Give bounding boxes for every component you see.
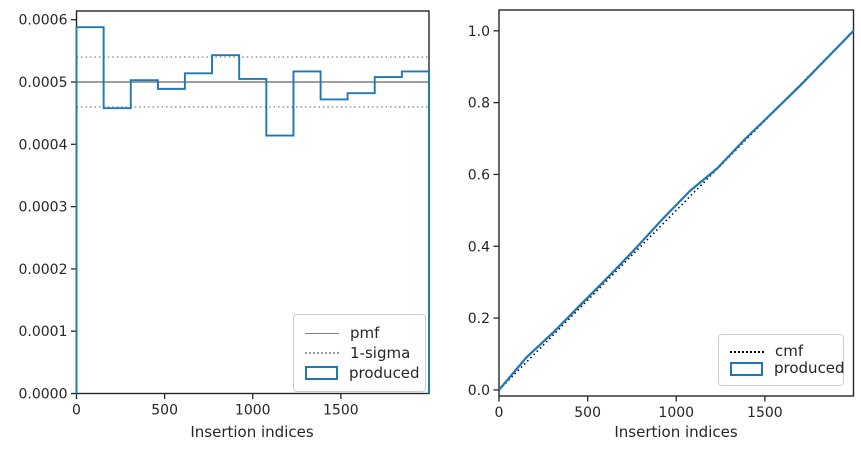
legend-item-produced: produced (305, 363, 420, 383)
cmf-line (498, 30, 855, 391)
legend-item-cmf: cmf (730, 343, 832, 360)
y-tick-label: 0.6 (468, 167, 490, 183)
right-x-axis-label: Insertion indices (614, 423, 738, 441)
right-legend: cmf produced (718, 334, 845, 386)
produced-line (498, 30, 855, 391)
x-tick-label: 1500 (747, 405, 783, 421)
y-tick-label: 0.0006 (19, 13, 68, 29)
legend-label: produced (774, 359, 845, 377)
x-tick-label: 0 (495, 405, 504, 421)
x-tick-label: 0 (72, 403, 81, 419)
legend-item-pmf: pmf (305, 323, 414, 343)
produced-rect-swatch-icon (305, 366, 338, 380)
y-tick-label: 0.0004 (19, 137, 68, 153)
x-tick-label: 1000 (235, 403, 271, 419)
legend-label: pmf (350, 323, 380, 342)
y-tick-label: 0.0001 (19, 324, 68, 340)
x-tick-label: 500 (151, 403, 178, 419)
y-tick-label: 0.8 (468, 96, 490, 112)
y-tick-label: 0.0003 (19, 200, 68, 216)
legend-item-1-sigma: 1-sigma (305, 343, 414, 363)
y-tick-label: 1.0 (468, 24, 490, 40)
legend-item-produced: produced (730, 360, 845, 377)
pmf-line-swatch-icon (305, 332, 339, 334)
left-x-axis-label: Insertion indices (190, 423, 314, 441)
y-tick-label: 0.4 (468, 239, 490, 255)
y-tick-label: 0.0005 (19, 75, 68, 91)
produced-rect-swatch-icon (730, 361, 763, 376)
y-tick-label: 0.2 (468, 311, 490, 327)
y-tick-label: 0.0000 (19, 387, 68, 403)
x-tick-label: 1500 (323, 403, 359, 419)
y-tick-label: 0.0002 (19, 262, 68, 278)
produced-step-line (75, 26, 430, 394)
legend-label: 1-sigma (350, 343, 411, 362)
left-legend: pmf 1-sigma produced (293, 314, 426, 392)
legend-label: cmf (775, 342, 804, 360)
legend-label: produced (349, 363, 420, 382)
y-tick-label: 0.0 (468, 383, 490, 399)
cmf-dotted-line-swatch-icon (730, 350, 764, 353)
x-tick-label: 500 (574, 405, 601, 421)
x-tick-label: 1000 (658, 405, 694, 421)
sigma-dotted-line-swatch-icon (305, 352, 339, 354)
